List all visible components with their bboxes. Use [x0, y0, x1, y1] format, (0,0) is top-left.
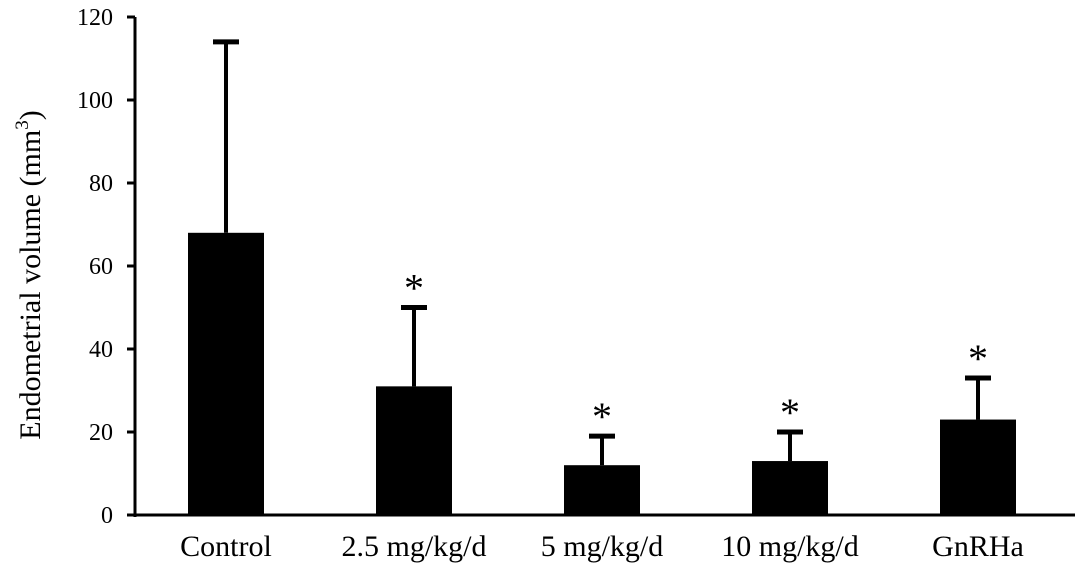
x-category-label: GnRHa — [932, 530, 1024, 563]
bar — [752, 461, 828, 515]
x-category-label: 2.5 mg/kg/d — [341, 530, 486, 563]
y-axis-title-superscript: 3 — [12, 120, 33, 130]
error-bars — [213, 39, 991, 466]
y-tick-label: 100 — [77, 88, 113, 114]
bar — [376, 386, 452, 515]
bar — [564, 465, 640, 515]
y-axis-title: Endometrial volume (mm3) — [12, 110, 47, 439]
y-tick-label: 120 — [77, 5, 113, 31]
y-tick-label: 0 — [101, 503, 113, 529]
y-axis: 0 20 40 60 80 100 120 — [77, 5, 137, 529]
bar — [940, 419, 1016, 515]
significance-asterisk: * — [968, 336, 988, 381]
bars — [188, 232, 1016, 516]
x-category-label: Control — [180, 530, 272, 563]
significance-asterisk: * — [592, 394, 612, 439]
y-tick-label: 40 — [89, 337, 113, 363]
y-axis-title-main: Endometrial volume (mm — [14, 130, 47, 440]
y-axis-title-suffix: ) — [14, 110, 47, 120]
x-category-label: 10 mg/kg/d — [721, 530, 859, 563]
x-axis: Control 2.5 mg/kg/d 5 mg/kg/d 10 mg/kg/d GnR… — [134, 513, 1075, 563]
y-tick-label: 60 — [89, 254, 113, 280]
bar — [188, 232, 264, 516]
y-tick-label: 20 — [89, 420, 113, 446]
significance-asterisk: * — [780, 390, 800, 435]
significance-asterisk: * — [404, 266, 424, 311]
significance-marks: * * * * — [404, 266, 988, 440]
y-tick-label: 80 — [89, 171, 113, 197]
x-category-label: 5 mg/kg/d — [541, 530, 664, 563]
